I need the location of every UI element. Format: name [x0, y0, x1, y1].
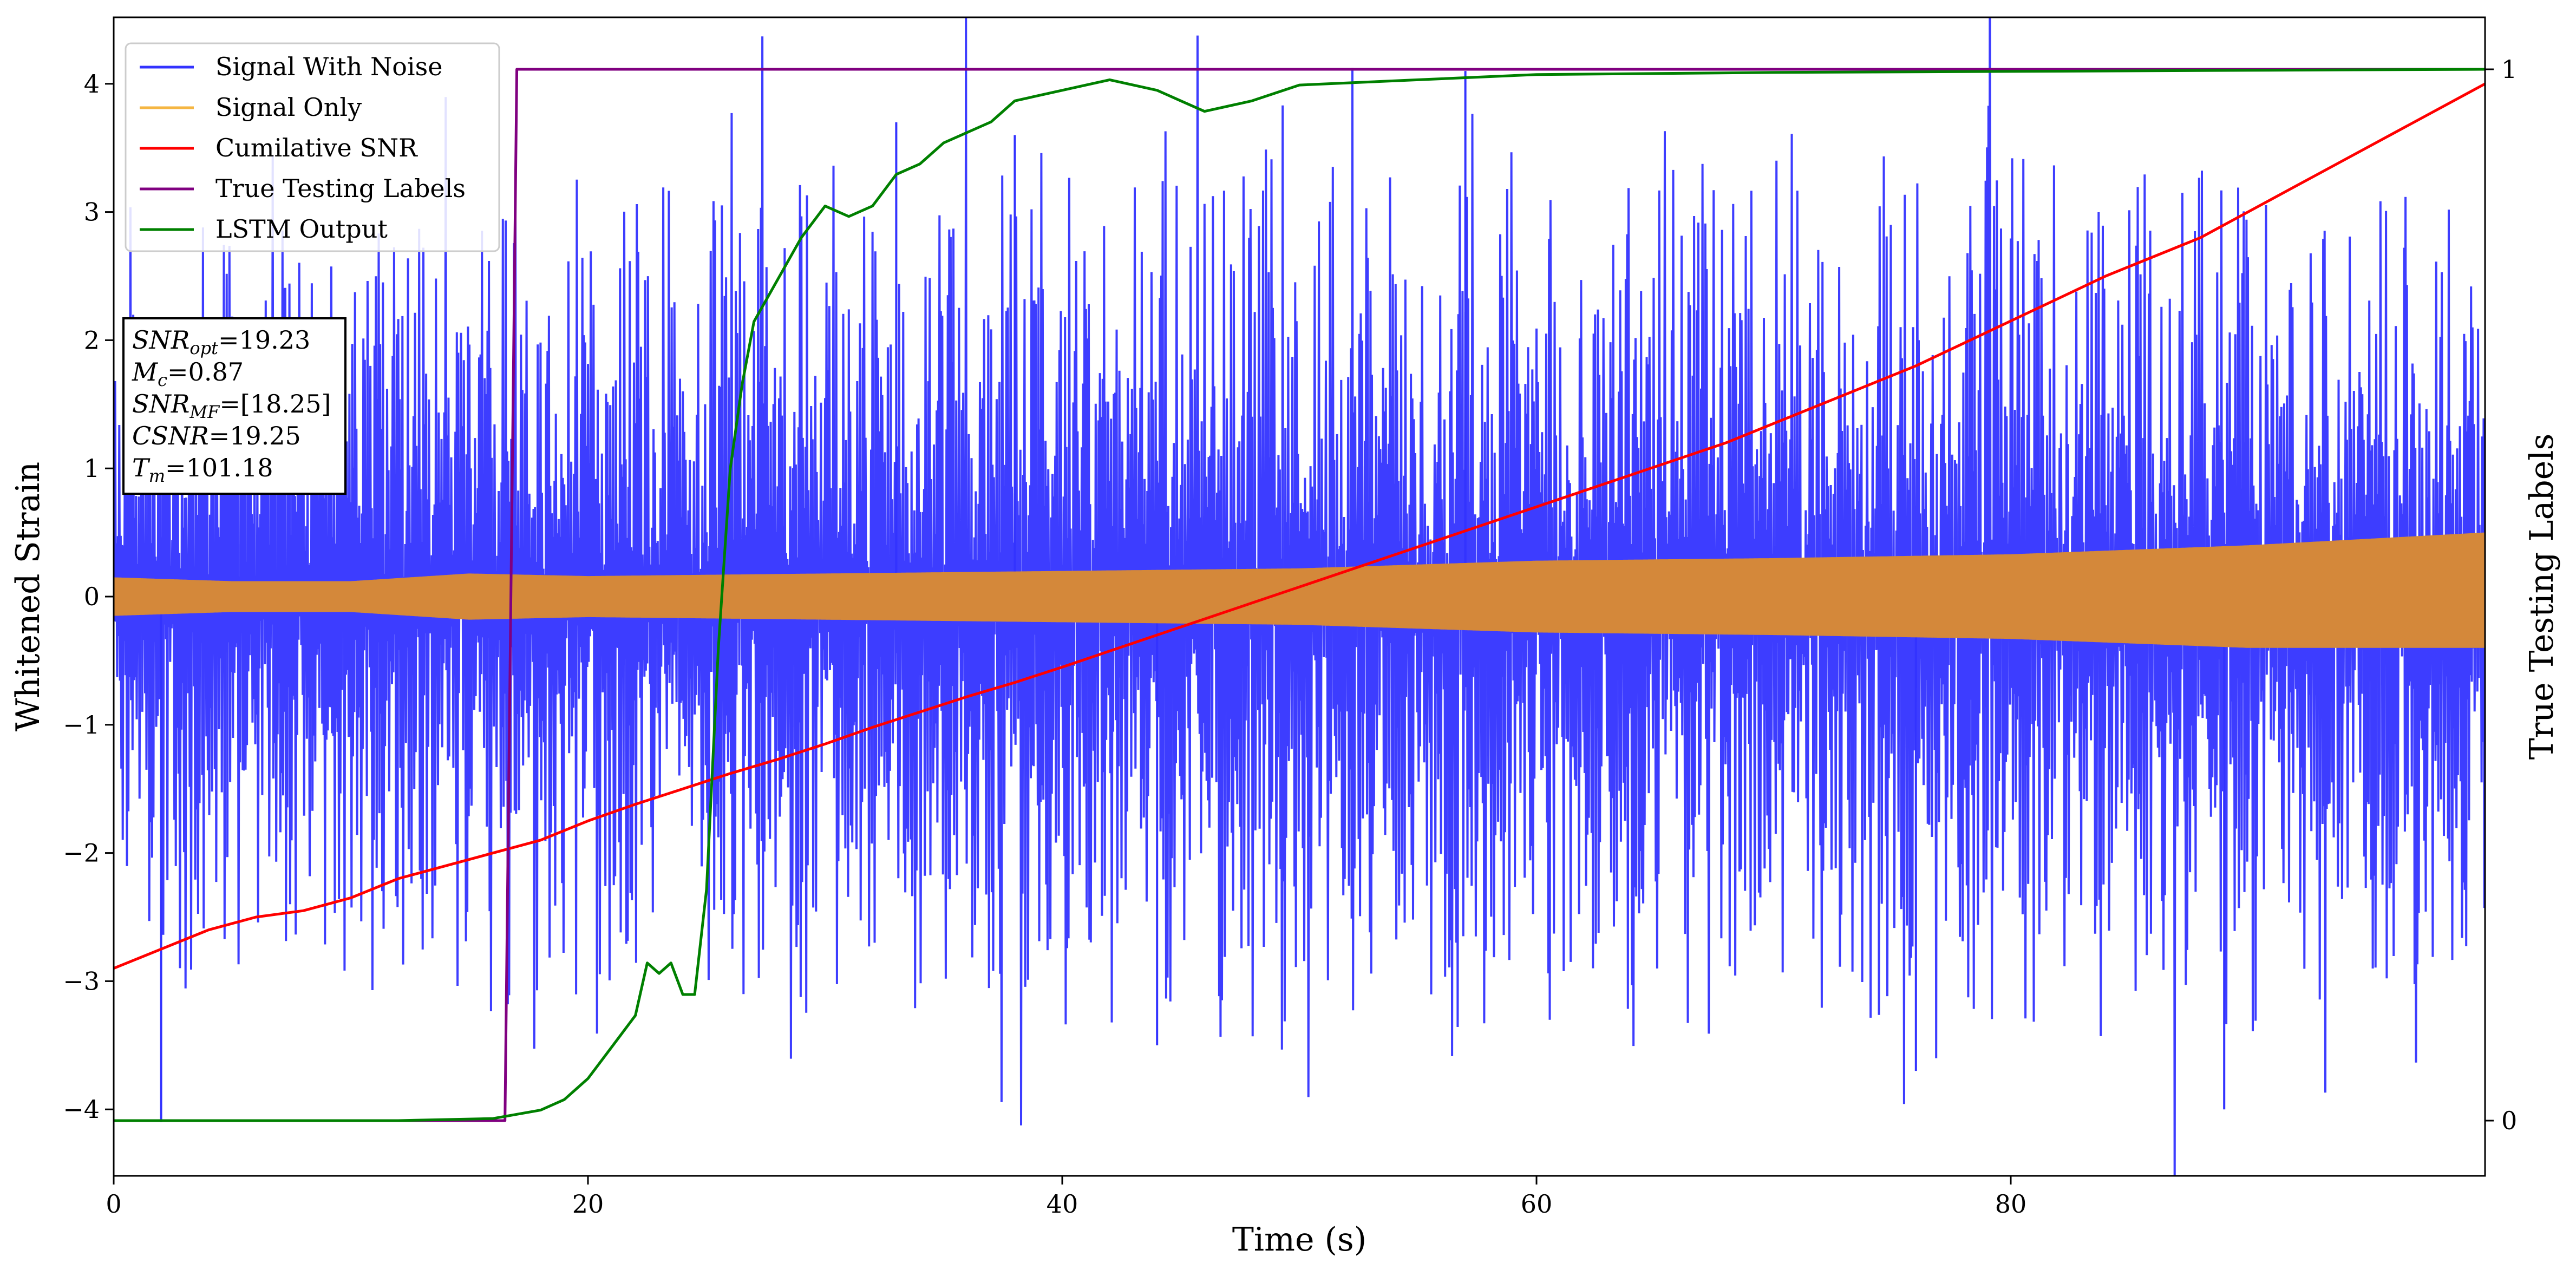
x-tick-label: 0 — [106, 1189, 121, 1219]
lstm-output-line — [114, 68, 2485, 1122]
y-tick-label: −1 — [63, 710, 100, 740]
legend-label: True Testing Labels — [215, 174, 466, 203]
y2-tick-label: 1 — [2501, 55, 2517, 84]
y2-tick-label: 0 — [2501, 1106, 2517, 1135]
legend-label: LSTM Output — [215, 214, 388, 244]
y-tick-label: 1 — [84, 454, 100, 483]
y-tick-label: −3 — [63, 966, 100, 996]
x-tick-label: 20 — [572, 1189, 604, 1219]
info-line: Mc=0.87 — [132, 357, 244, 390]
legend-label: Signal Only — [215, 93, 362, 122]
y-tick-label: −4 — [63, 1095, 100, 1124]
info-line: Tm=101.18 — [132, 453, 273, 486]
legend-box — [125, 42, 500, 252]
x-tick-label: 80 — [1995, 1189, 2027, 1219]
y-tick-label: 4 — [84, 69, 100, 99]
y2-axis-title: True Testing Labels — [2523, 434, 2561, 760]
y-tick-label: −2 — [63, 839, 100, 868]
info-box: SNRopt=19.23Mc=0.87SNRMF=[18.25]CSNR=19.… — [122, 317, 346, 495]
info-line: SNRopt=19.23 — [132, 325, 310, 358]
legend-label: Signal With Noise — [215, 52, 442, 81]
y-tick-label: 0 — [84, 582, 100, 611]
x-axis-title: Time (s) — [1232, 1221, 1367, 1259]
signal-only-series — [114, 532, 2485, 648]
plot-area — [114, 17, 2485, 1176]
signal-only-line — [114, 532, 2485, 648]
info-line: CSNR=19.25 — [132, 421, 301, 450]
y-axis-title: Whitened Strain — [9, 462, 47, 731]
info-line: SNRMF=[18.25] — [132, 389, 331, 422]
legend: Signal With Noise Signal Only Cumilative S… — [125, 42, 500, 252]
legend-label: Cumilative SNR — [215, 133, 418, 162]
x-tick-label: 60 — [1521, 1189, 1553, 1219]
info-box-frame — [122, 317, 346, 495]
line-series-group — [114, 68, 2485, 1122]
y-tick-label: 3 — [84, 198, 100, 227]
x-tick-label: 40 — [1047, 1189, 1078, 1219]
y-tick-label: 2 — [84, 325, 100, 355]
cumulative-snr-line — [114, 82, 2485, 970]
